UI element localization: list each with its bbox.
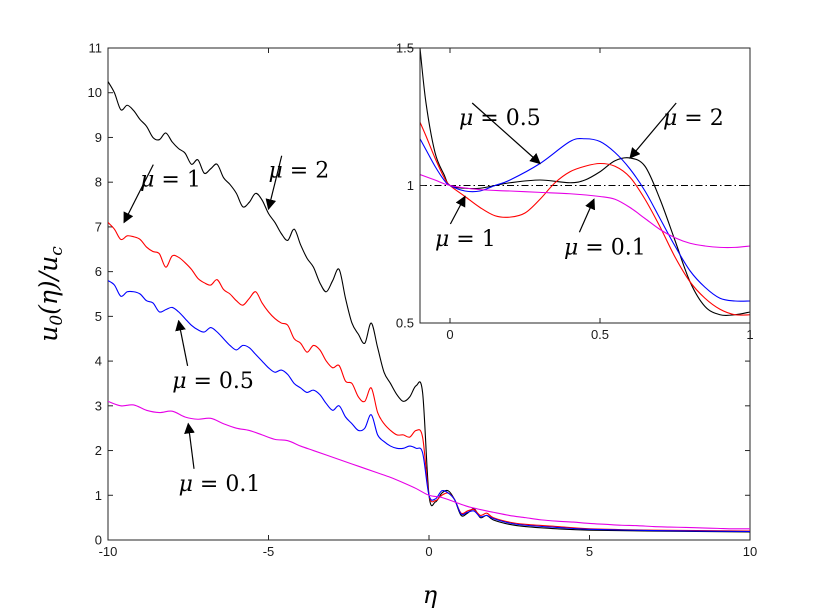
main-ytick-label: 4 (95, 354, 102, 369)
inset-annotation-label: μ = 0.1 (564, 235, 646, 260)
main-ytick-label: 7 (95, 219, 102, 234)
main-xtick-label: 0 (425, 544, 432, 559)
main-annotation-label: μ = 1 (140, 168, 201, 193)
main-annotation-label: μ = 2 (269, 159, 330, 184)
main-ytick-label: 6 (95, 264, 102, 279)
main-ytick-label: 9 (95, 130, 102, 145)
x-axis-label: η (423, 581, 438, 609)
main-ytick-label: 5 (95, 309, 102, 324)
main-annotations: μ = 2 μ = 1 μ = 0.5 μ = 0.1 (123, 155, 330, 497)
main-annotation-label: μ = 0.1 (179, 472, 261, 497)
main-xtick-label: -5 (263, 544, 275, 559)
main-series-line-0 (108, 81, 750, 533)
main-xtick-label: 10 (743, 544, 757, 559)
y-axis-label: u0(η)/uc (34, 246, 67, 342)
inset-xtick-label: 0 (446, 327, 453, 342)
inset-annotation-arrow (629, 102, 677, 159)
main-annotation-arrow (184, 422, 195, 469)
inset-series-line-2 (420, 137, 750, 302)
main-annotation-arrow (123, 164, 154, 224)
inset-axis-ticks: 0 0.5 1 0.5 1 1.5 (396, 41, 754, 343)
y-axis-label-text: u0(η)/uc (34, 246, 67, 342)
main-ytick-label: 2 (95, 443, 102, 458)
main-ytick-label: 1 (95, 488, 102, 503)
inset-annotation-arrow (471, 102, 541, 165)
main-annotation-arrow (265, 155, 283, 211)
main-series-line-2 (108, 280, 750, 533)
main-annotation-arrow (175, 319, 189, 367)
main-series-group (108, 81, 750, 533)
inset-annotation-label: μ = 1 (435, 227, 496, 252)
main-ytick-label: 8 (95, 175, 102, 190)
inset-ytick-label: 1 (407, 178, 414, 193)
inset-ytick-label: 0.5 (396, 316, 414, 331)
main-xtick-label: 5 (586, 544, 593, 559)
main-ytick-label: 10 (88, 85, 102, 100)
main-xtick-label: -10 (99, 544, 118, 559)
inset-series-group (420, 48, 750, 317)
inset-annotation-label: μ = 2 (663, 106, 724, 131)
main-series-line-1 (108, 222, 750, 532)
main-annotation-label: μ = 0.5 (172, 369, 254, 394)
main-series-line-3 (108, 400, 750, 530)
inset-annotation-arrow (449, 195, 466, 225)
main-ytick-label: 3 (95, 398, 102, 413)
main-ytick-label: 0 (95, 533, 102, 548)
inset-xtick-label: 1 (746, 327, 753, 342)
inset-annotation-arrow (578, 198, 596, 233)
inset-ytick-label: 1.5 (396, 41, 414, 56)
inset-xtick-label: 0.5 (591, 327, 609, 342)
inset-series-line-3 (420, 173, 750, 249)
main-ytick-label: 11 (89, 41, 103, 56)
